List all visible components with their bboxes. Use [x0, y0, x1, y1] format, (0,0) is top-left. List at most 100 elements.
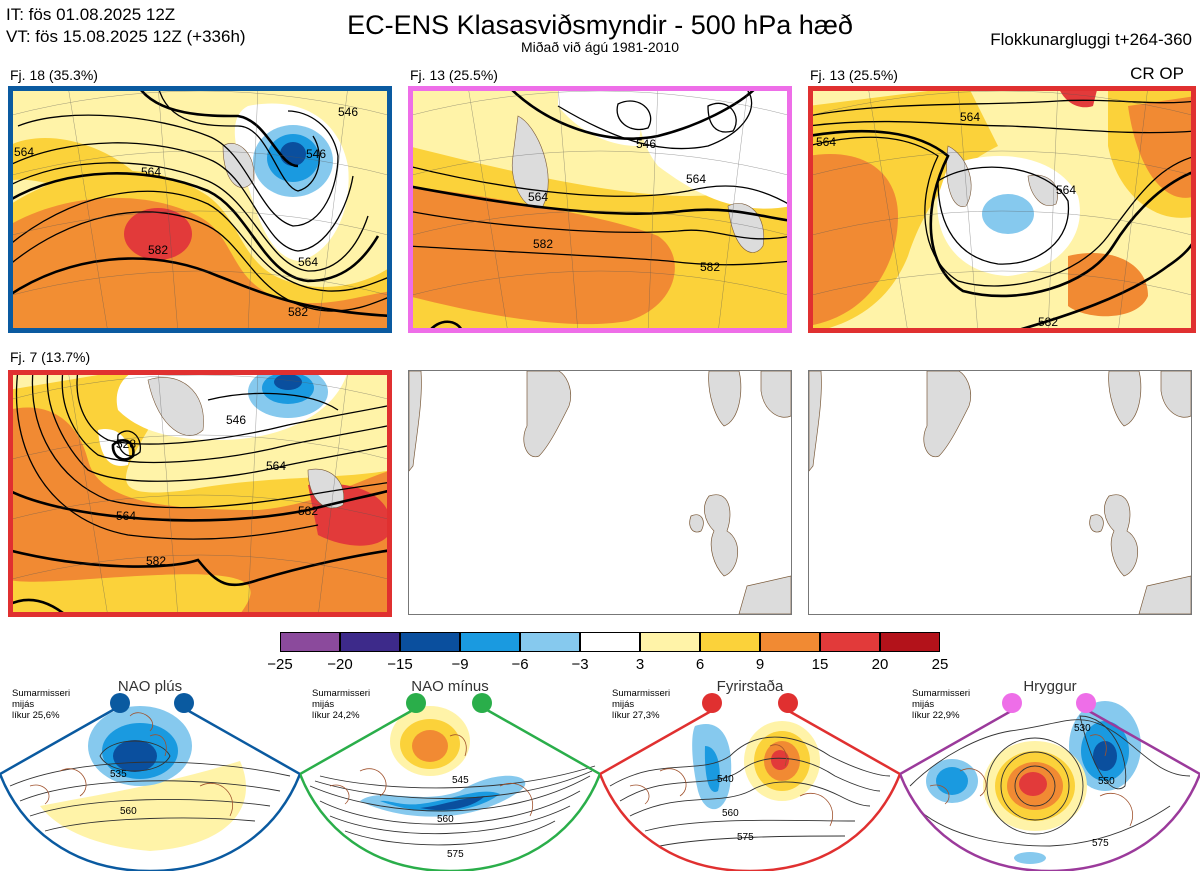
cluster-1-contour-label: 582	[288, 305, 308, 319]
cluster-3-contour-label: 564	[1056, 183, 1076, 197]
regime-marker-dot	[1076, 693, 1096, 713]
cluster-1-frame	[8, 86, 392, 333]
cluster-4-contour-label: 564	[266, 459, 286, 473]
colorbar-swatch	[520, 632, 580, 652]
colorbar-swatch	[280, 632, 340, 652]
cluster-1-contour-label: 546	[338, 105, 358, 119]
cluster-4-contour-label: 564	[116, 509, 136, 523]
regime-likelihood: líkur 25,6%	[12, 710, 60, 721]
colorbar-swatch	[400, 632, 460, 652]
colorbar-tick-label: −25	[267, 656, 293, 673]
empty-map-6	[808, 370, 1192, 615]
cluster-2-contour-label: 564	[686, 172, 706, 186]
regime-extent: mijás	[12, 699, 35, 710]
regime-name: NAO plús	[117, 678, 183, 695]
valid-time-text: VT: fös 15.08.2025 12Z (+336h)	[6, 27, 246, 46]
cluster-3-frame	[808, 86, 1196, 333]
cluster-2-map: 564 582 546 564 582	[408, 86, 792, 333]
colorbar-tick-label: 9	[755, 656, 765, 673]
colorbar-swatch	[760, 632, 820, 652]
colorbar-swatch	[340, 632, 400, 652]
cluster-2-frame	[408, 86, 792, 333]
colorbar-tick-label: 15	[811, 656, 829, 673]
cluster-4-contour-label: 546	[226, 413, 246, 427]
colorbar-swatch	[820, 632, 880, 652]
regime-name: NAO mínus	[411, 678, 489, 695]
colorbar-tick-label: −9	[451, 656, 469, 673]
cluster-1-label: Fj. 18 (35.3%)	[10, 67, 98, 83]
regime-contour-label: 560	[437, 814, 454, 825]
regime-season: Sumarmisseri	[12, 688, 71, 699]
regime-marker-dot	[702, 693, 722, 713]
colorbar-tick-label: 6	[695, 656, 705, 673]
cr-op-label: CR OP	[1130, 64, 1184, 83]
cluster-2-contour-label: 582	[533, 237, 553, 251]
regime-contour-label: 535	[110, 769, 127, 780]
regime-season: Sumarmisseri	[912, 688, 971, 699]
regime-blocking: Fyrirstaða Sumarmisseri mijás líkur 27,3…	[600, 676, 900, 871]
cluster-3-contour-label: 564	[960, 110, 980, 124]
colorbar-tick-label: −15	[387, 656, 413, 673]
regime-info: Sumarmisseri mijás líkur 24,2%	[312, 688, 370, 721]
regime-nao-minus: NAO mínus Sumarmisseri mijás líkur 24,2%…	[300, 676, 600, 871]
regime-contour-label: 575	[447, 849, 464, 860]
regime-likelihood: líkur 22,9%	[912, 710, 960, 721]
chart-title: EC-ENS Klasasviðsmyndir - 500 hPa hæð	[347, 10, 853, 40]
cluster-2-contour-label: 582	[700, 260, 720, 274]
regime-marker-dot	[110, 693, 130, 713]
regime-contour-label: 540	[717, 774, 734, 785]
colorbar-tick-label: 3	[635, 656, 645, 673]
regime-name: Fyrirstaða	[716, 678, 784, 695]
cluster-3-contour-label: 582	[1038, 315, 1058, 329]
init-time-text: IT: fös 01.08.2025 12Z	[6, 5, 176, 24]
cluster-1-contour-label: 546	[306, 147, 326, 161]
cluster-4-contour-label: 582	[298, 504, 318, 518]
regime-marker-dot	[472, 693, 492, 713]
colorbar-tick-label: −3	[571, 656, 589, 673]
cluster-3-contour-label: 564	[816, 135, 836, 149]
cluster-1-contour-label: 564	[298, 255, 318, 269]
regime-contour-label: 530	[1074, 723, 1091, 734]
regime-extent: mijás	[612, 699, 635, 710]
cluster-4-map: 546 564 564 582 582 528	[8, 370, 392, 617]
regime-likelihood: líkur 24,2%	[312, 710, 360, 721]
regime-contour-label: 545	[452, 775, 469, 786]
regime-ridge: Hryggur Sumarmisseri mijás líkur 22,9%	[900, 676, 1200, 871]
colorbar-swatch	[700, 632, 760, 652]
regime-name: Hryggur	[1023, 678, 1077, 695]
empty-map-5	[408, 370, 792, 615]
cluster-4-label: Fj. 7 (13.7%)	[10, 349, 91, 365]
cluster-1-contour-label: 582	[148, 243, 168, 257]
regime-contour-label: 575	[737, 832, 754, 843]
regime-marker-dot	[406, 693, 426, 713]
cluster-4-contour-label: 528	[116, 437, 136, 451]
regime-contour-label: 560	[722, 808, 739, 819]
regime-info: Sumarmisseri mijás líkur 25,6%	[12, 688, 70, 721]
regime-contour-label: 550	[1098, 776, 1115, 787]
cluster-3-label: Fj. 13 (25.5%)	[810, 67, 898, 83]
init-time: IT: fös 01.08.2025 12Z VT: fös 15.08.202…	[6, 4, 246, 48]
cluster-4-frame	[8, 370, 392, 617]
regime-info: Sumarmisseri mijás líkur 27,3%	[612, 688, 670, 721]
regime-contour-label: 575	[1092, 838, 1109, 849]
chart-subtitle: Miðað við ágú 1981-2010	[520, 39, 679, 55]
colorbar-tick-label: 25	[931, 656, 949, 673]
colorbar-swatch	[640, 632, 700, 652]
cluster-3-map: 564 564 582 564	[808, 86, 1196, 333]
colorbar-swatch	[460, 632, 520, 652]
colorbar-tick-label: −6	[511, 656, 529, 673]
regime-likelihood: líkur 27,3%	[612, 710, 660, 721]
colorbar-tick-label: −20	[327, 656, 353, 673]
cluster-4-contour-label: 582	[146, 554, 166, 568]
cluster-1-contour-label: 564	[14, 145, 34, 159]
regime-season: Sumarmisseri	[312, 688, 371, 699]
regime-season: Sumarmisseri	[612, 688, 671, 699]
regime-nao-plus: NAO plús Sumarmisseri mijás líkur 25,6% …	[0, 676, 300, 871]
regime-marker-dot	[778, 693, 798, 713]
cluster-2-label: Fj. 13 (25.5%)	[410, 67, 498, 83]
regime-extent: mijás	[912, 699, 935, 710]
colorbar-swatch	[880, 632, 940, 652]
regime-marker-dot	[174, 693, 194, 713]
regime-info: Sumarmisseri mijás líkur 22,9%	[912, 688, 970, 721]
cluster-1-contour-label: 564	[141, 165, 161, 179]
